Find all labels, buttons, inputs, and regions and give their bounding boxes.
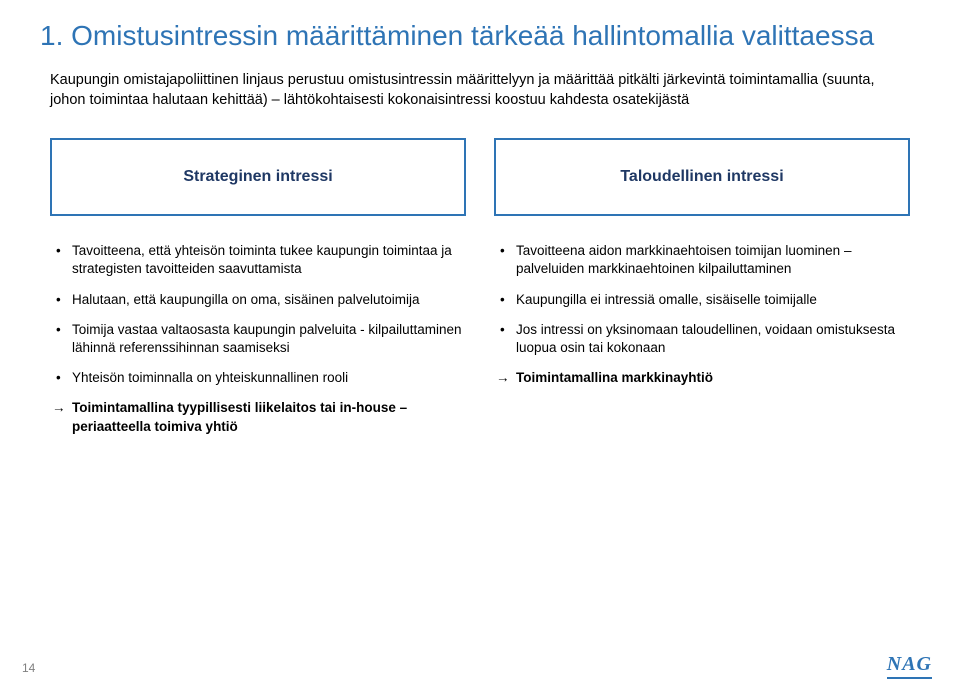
right-conclusion: Toimintamallina markkinayhtiö: [494, 369, 910, 387]
slide: 1. Omistusintressin määrittäminen tärkeä…: [0, 0, 960, 689]
columns: Tavoitteena, että yhteisön toiminta tuke…: [50, 242, 910, 436]
left-conclusion: Toimintamallina tyypillisesti liikelaito…: [50, 399, 466, 435]
intro-paragraph: Kaupungin omistajapoliittinen linjaus pe…: [50, 71, 910, 110]
list-item: Kaupungilla ei intressiä omalle, sisäise…: [494, 291, 910, 309]
list-item: Yhteisön toiminnalla on yhteiskunnalline…: [50, 369, 466, 387]
right-list: Tavoitteena aidon markkinaehtoisen toimi…: [494, 242, 910, 357]
list-item: Halutaan, että kaupungilla on oma, sisäi…: [50, 291, 466, 309]
logo: NAG: [887, 653, 932, 679]
list-item: Tavoitteena aidon markkinaehtoisen toimi…: [494, 242, 910, 278]
column-left: Tavoitteena, että yhteisön toiminta tuke…: [50, 242, 466, 436]
slide-title: 1. Omistusintressin määrittäminen tärkeä…: [40, 18, 920, 53]
page-number: 14: [22, 661, 35, 675]
boxes-row: Strateginen intressi Taloudellinen intre…: [50, 138, 910, 216]
box-strategic: Strateginen intressi: [50, 138, 466, 216]
list-item: Tavoitteena, että yhteisön toiminta tuke…: [50, 242, 466, 278]
list-item: Jos intressi on yksinomaan taloudellinen…: [494, 321, 910, 357]
box-financial: Taloudellinen intressi: [494, 138, 910, 216]
column-right: Tavoitteena aidon markkinaehtoisen toimi…: [494, 242, 910, 436]
left-list: Tavoitteena, että yhteisön toiminta tuke…: [50, 242, 466, 387]
list-item: Toimija vastaa valtaosasta kaupungin pal…: [50, 321, 466, 357]
